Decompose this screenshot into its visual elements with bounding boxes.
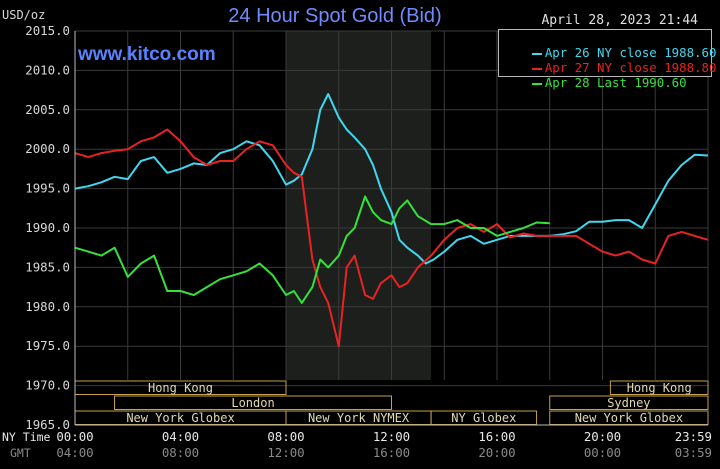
x-tick-label-ny: 20:00 — [584, 429, 621, 444]
session-label: London — [231, 396, 274, 410]
y-tick-label: 1965.0 — [25, 417, 70, 432]
shaded-session-band — [286, 31, 432, 380]
session-label: Sydney — [607, 396, 650, 410]
series-line — [74, 128, 709, 348]
session-label: New York Globex — [575, 411, 683, 425]
session-label: New York Globex — [126, 411, 234, 425]
x-axis-row-label-ny: NY Time — [2, 430, 51, 444]
x-tick-label-gmt: 20:00 — [478, 445, 515, 460]
chart-timestamp: April 28, 2023 21:44 — [541, 13, 698, 28]
brand-watermark: www.kitco.com — [78, 44, 216, 65]
legend-swatch — [531, 52, 542, 55]
x-tick-label-ny: 04:00 — [162, 429, 199, 444]
legend-item: Apr 26 NY close 1988.60 — [499, 30, 716, 60]
x-tick-label-gmt: 08:00 — [162, 445, 199, 460]
y-tick-label: 1975.0 — [25, 338, 70, 353]
x-tick-label-ny: 16:00 — [478, 429, 515, 444]
legend-label: Apr 26 NY close 1988.60 — [544, 45, 717, 60]
legend-swatch — [531, 67, 542, 70]
y-tick-label: 1995.0 — [25, 181, 70, 196]
session-label: Hong Kong — [627, 381, 692, 395]
series-line — [74, 195, 550, 304]
y-tick-label: 2005.0 — [25, 102, 70, 117]
y-tick-label: 1985.0 — [25, 259, 70, 274]
session-box — [549, 395, 709, 410]
x-tick-label-gmt: 00:00 — [584, 445, 621, 460]
x-axis-row-label-gmt: GMT — [10, 446, 31, 460]
session-box — [609, 380, 709, 395]
x-tick-label-gmt: 16:00 — [373, 445, 410, 460]
y-tick-label: 2000.0 — [25, 141, 70, 156]
legend-swatch — [531, 82, 542, 85]
y-tick-label: 1980.0 — [25, 299, 70, 314]
legend-label: Apr 27 NY close 1988.80 — [544, 60, 717, 75]
y-axis-unit-label: USD/oz — [2, 8, 46, 22]
x-tick-label-ny: 12:00 — [373, 429, 410, 444]
y-tick-label: 1970.0 — [25, 378, 70, 393]
x-tick-label-ny: 00:00 — [56, 429, 93, 444]
legend-item: Apr 28 Last 1990.60 — [499, 60, 711, 90]
session-label: NY Globex — [451, 411, 516, 425]
session-label: New York NYMEX — [308, 411, 410, 425]
y-tick-label: 2010.0 — [25, 62, 70, 77]
y-tick-label: 2015.0 — [25, 23, 70, 38]
y-tick-label: 1990.0 — [25, 220, 70, 235]
chart-title: 24 Hour Spot Gold (Bid) — [228, 5, 442, 27]
x-tick-label-gmt: 12:00 — [267, 445, 304, 460]
legend-item: Apr 27 NY close 1988.80 — [499, 45, 716, 75]
session-label: Hong Kong — [148, 381, 213, 395]
x-tick-label-gmt: 03:59 — [675, 445, 712, 460]
series-line — [74, 93, 709, 265]
x-tick-label-ny: 23:59 — [675, 429, 712, 444]
legend-label: Apr 28 Last 1990.60 — [544, 75, 687, 90]
session-box — [114, 395, 392, 410]
x-tick-label-ny: 08:00 — [267, 429, 304, 444]
chart-legend: Apr 26 NY close 1988.60 Apr 27 NY close … — [498, 29, 716, 90]
x-tick-label-gmt: 04:00 — [56, 445, 93, 460]
